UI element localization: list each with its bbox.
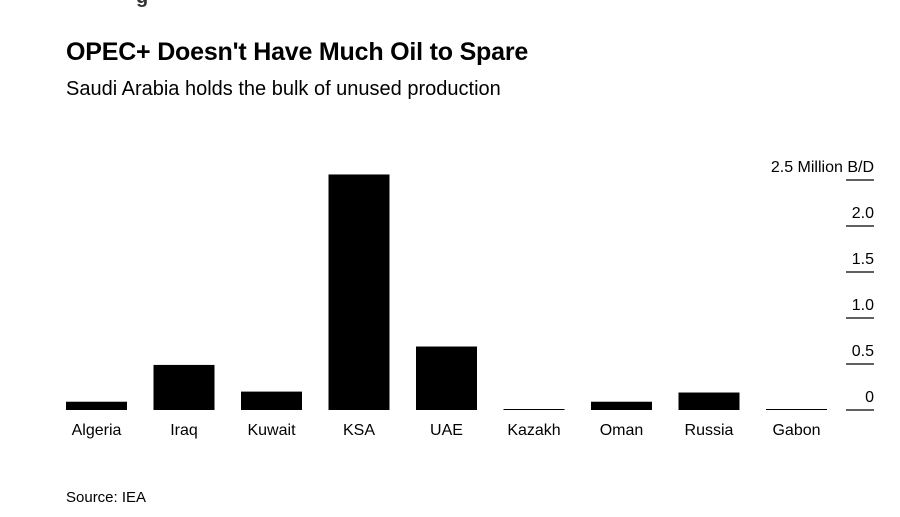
y-tick-label: 1.0 <box>852 297 874 314</box>
y-tick-label: 0.5 <box>852 343 874 360</box>
category-label-russia: Russia <box>685 422 734 439</box>
bar-kazakh <box>503 409 565 410</box>
category-label-uae: UAE <box>430 422 463 439</box>
source-note: Source: IEA <box>66 489 147 506</box>
bar-ksa <box>328 174 390 410</box>
bar-russia <box>678 392 740 410</box>
category-label-oman: Oman <box>600 422 644 439</box>
y-tick-label: 1.5 <box>852 251 874 268</box>
bar-algeria <box>66 401 127 410</box>
y-tick-label: 2.5 Million B/D <box>771 159 874 176</box>
category-label-kazakh: Kazakh <box>507 422 560 439</box>
y-tick-label: 0 <box>865 389 874 406</box>
bar-oman <box>591 401 652 410</box>
bar-uae <box>416 346 477 410</box>
category-label-ksa: KSA <box>343 422 375 439</box>
category-label-gabon: Gabon <box>772 422 820 439</box>
bar-gabon <box>766 409 827 410</box>
brand-logo-fragment: g <box>136 0 148 9</box>
category-label-iraq: Iraq <box>170 422 198 439</box>
bar-kuwait <box>241 391 302 410</box>
category-label-algeria: Algeria <box>72 422 122 439</box>
chart-subtitle: Saudi Arabia holds the bulk of unused pr… <box>66 78 501 100</box>
category-label-kuwait: Kuwait <box>247 422 296 439</box>
bar-iraq <box>153 364 215 410</box>
y-tick-label: 2.0 <box>852 205 874 222</box>
chart-title: OPEC+ Doesn't Have Much Oil to Spare <box>66 38 529 66</box>
